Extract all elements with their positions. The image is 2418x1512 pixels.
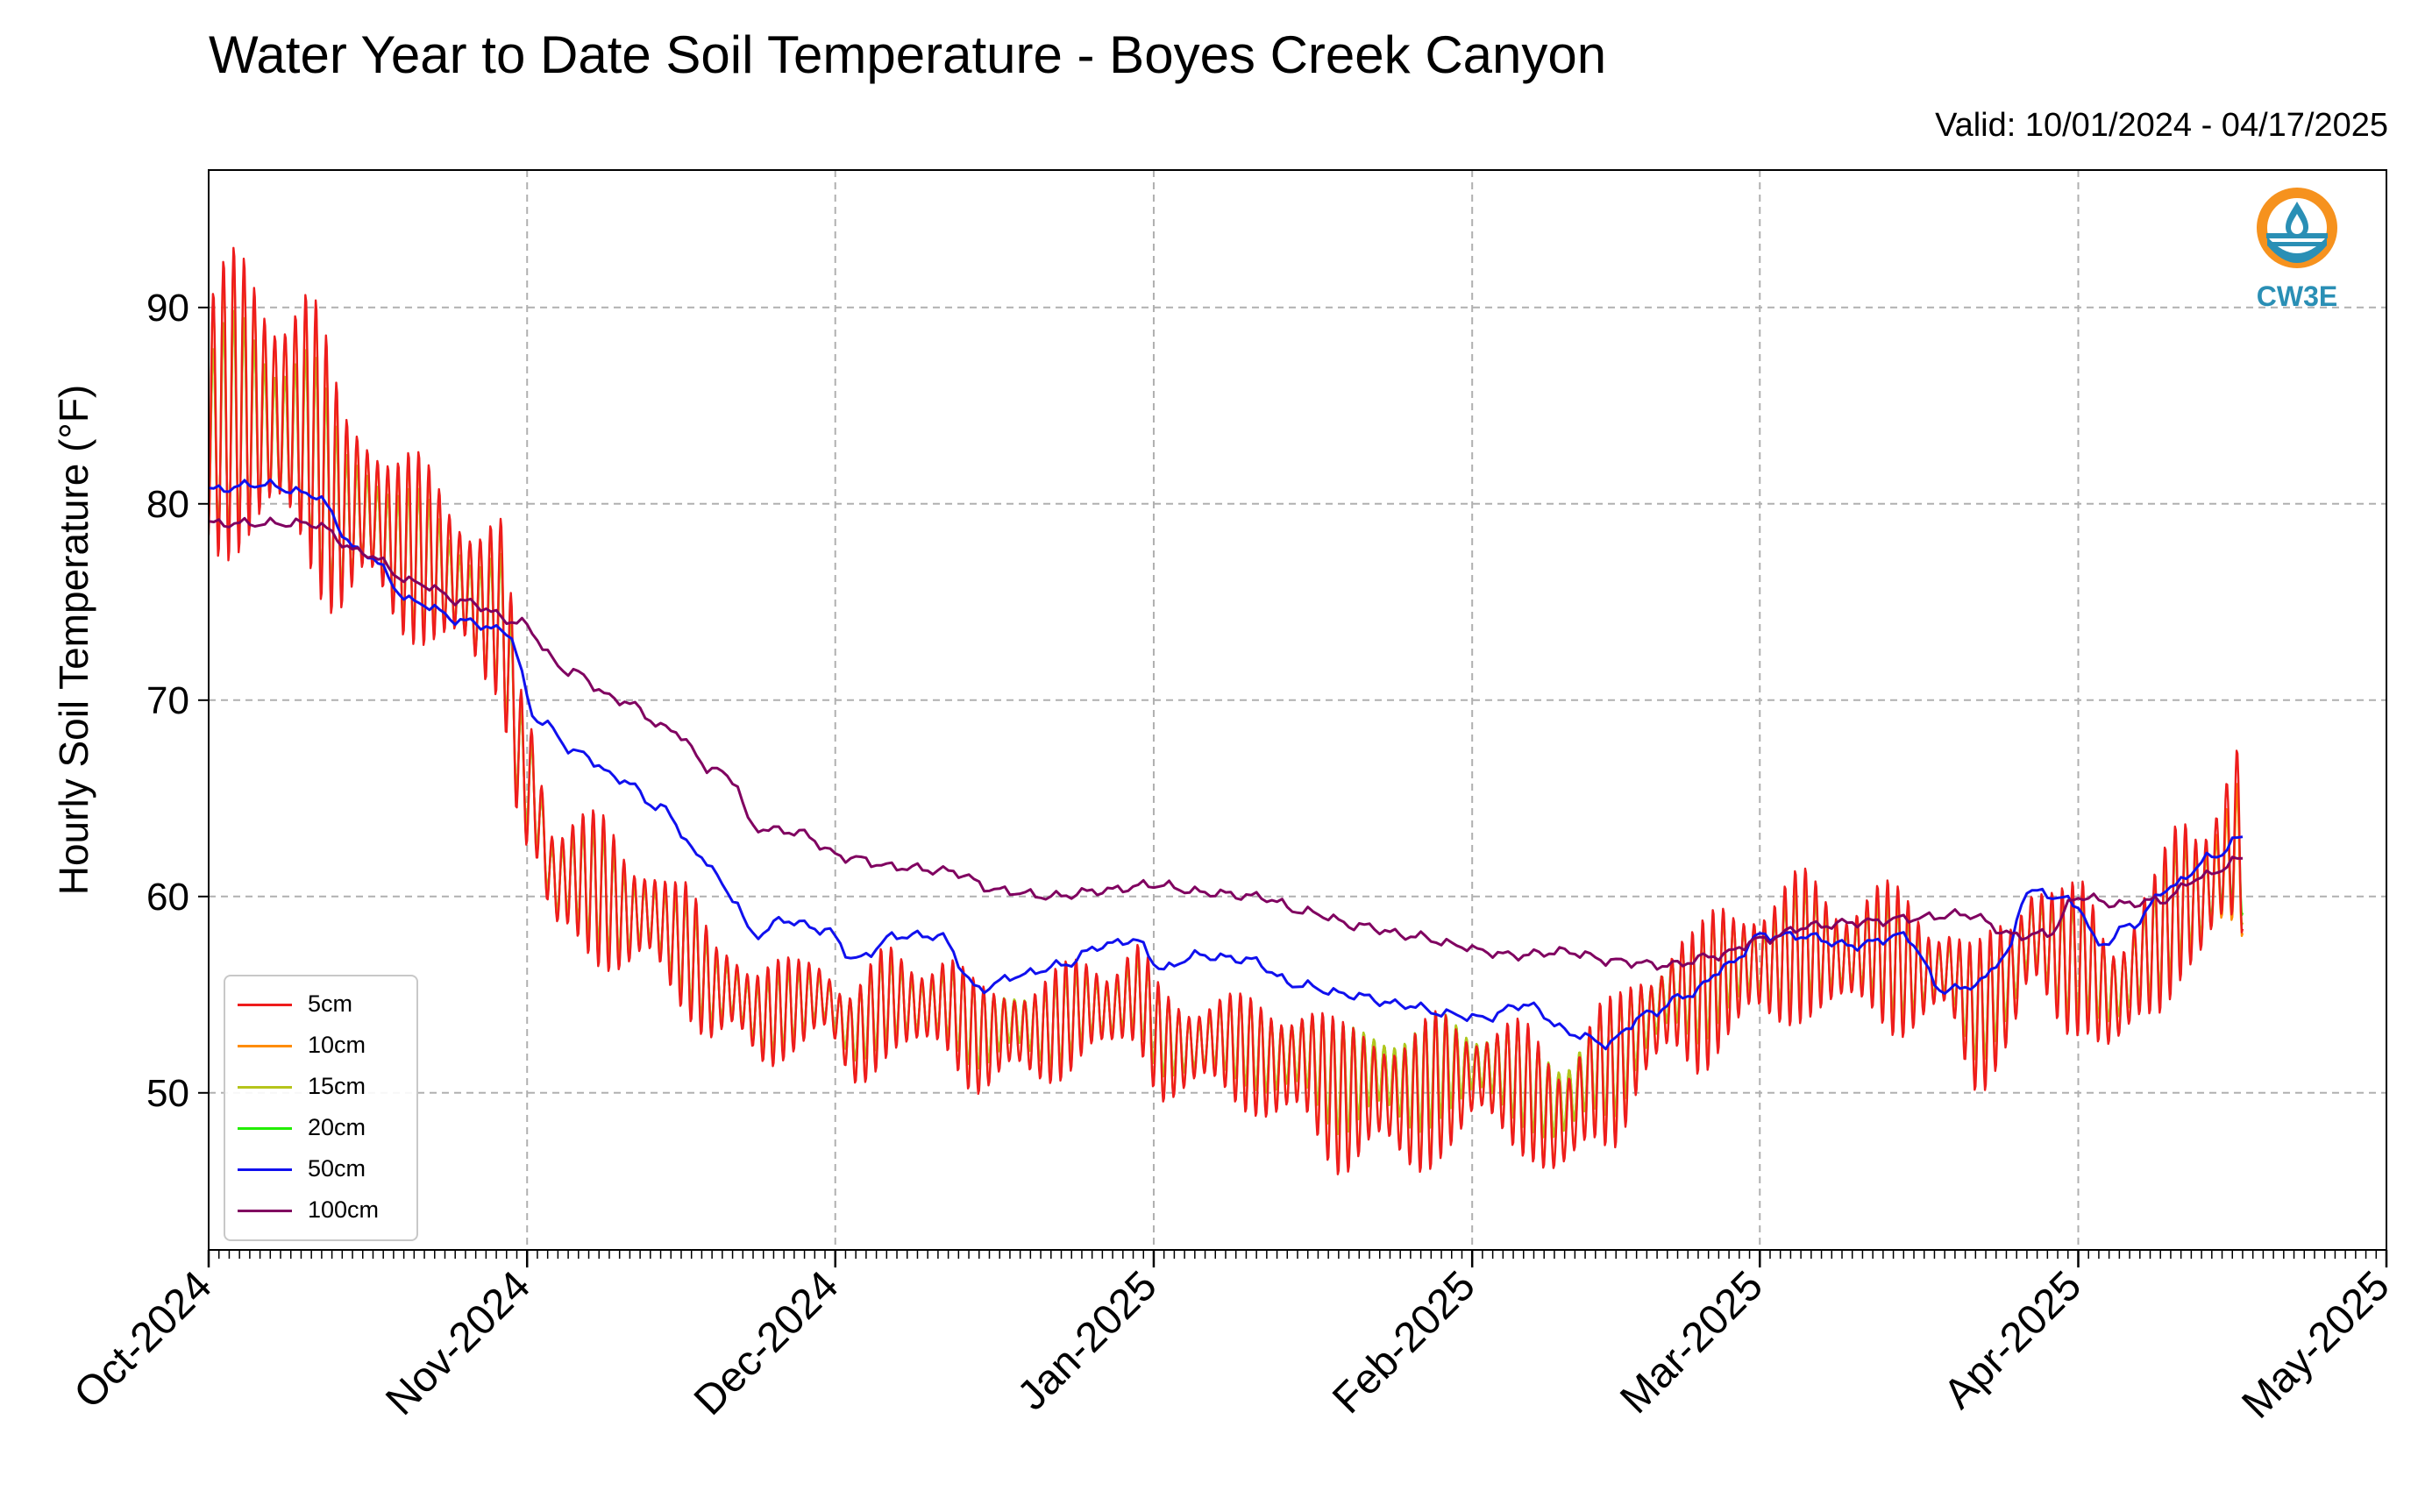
legend-swatch xyxy=(238,1086,292,1089)
legend-label: 15cm xyxy=(308,1073,366,1099)
x-tick-label: Dec-2024 xyxy=(686,1262,848,1424)
legend-label: 5cm xyxy=(308,990,353,1017)
chart-title: Water Year to Date Soil Temperature - Bo… xyxy=(209,25,1607,84)
y-tick-label: 60 xyxy=(146,876,189,919)
x-tick-label: Apr-2025 xyxy=(1935,1262,2090,1417)
x-tick-label: Nov-2024 xyxy=(377,1262,539,1424)
legend-swatch xyxy=(238,1004,292,1006)
x-tick-label: May-2025 xyxy=(2233,1262,2398,1427)
series-line-5cm xyxy=(209,246,2244,1175)
legend-swatch xyxy=(238,1168,292,1171)
y-tick-label: 50 xyxy=(146,1072,189,1115)
x-tick-label: Jan-2025 xyxy=(1009,1262,1166,1419)
legend-item-20cm: 20cm xyxy=(238,1111,413,1146)
legend-item-5cm: 5cm xyxy=(238,987,413,1022)
legend-item-15cm: 15cm xyxy=(238,1069,413,1104)
series-line-100cm xyxy=(209,516,2244,971)
y-tick-label: 80 xyxy=(146,483,189,526)
y-tick-label: 70 xyxy=(146,679,189,722)
cw3e-logo-text: CW3E xyxy=(2256,280,2338,312)
legend-swatch xyxy=(238,1127,292,1130)
legend-item-50cm: 50cm xyxy=(238,1152,413,1187)
series-line-50cm xyxy=(209,478,2244,1051)
x-tick-label: Mar-2025 xyxy=(1611,1262,1772,1423)
legend-label: 100cm xyxy=(308,1196,380,1223)
legend: 5cm 10cm 15cm 20cm 50cm 100cm xyxy=(224,975,418,1241)
cw3e-logo-icon xyxy=(2257,188,2337,268)
series-group xyxy=(209,246,2244,1175)
legend-item-100cm: 100cm xyxy=(238,1193,413,1228)
chart-subtitle: Valid: 10/01/2024 - 04/17/2025 xyxy=(1935,107,2388,144)
legend-swatch xyxy=(238,1210,292,1212)
legend-swatch xyxy=(238,1045,292,1047)
legend-label: 10cm xyxy=(308,1032,366,1058)
cw3e-logo: CW3E xyxy=(2249,182,2345,314)
y-tick-label: 90 xyxy=(146,287,189,330)
legend-label: 50cm xyxy=(308,1155,366,1182)
legend-label: 20cm xyxy=(308,1114,366,1140)
x-tick-label: Oct-2024 xyxy=(66,1262,221,1417)
x-tick-label: Feb-2025 xyxy=(1324,1262,1484,1423)
y-axis-label: Hourly Soil Temperature (°F) xyxy=(51,384,96,896)
legend-item-10cm: 10cm xyxy=(238,1028,413,1063)
